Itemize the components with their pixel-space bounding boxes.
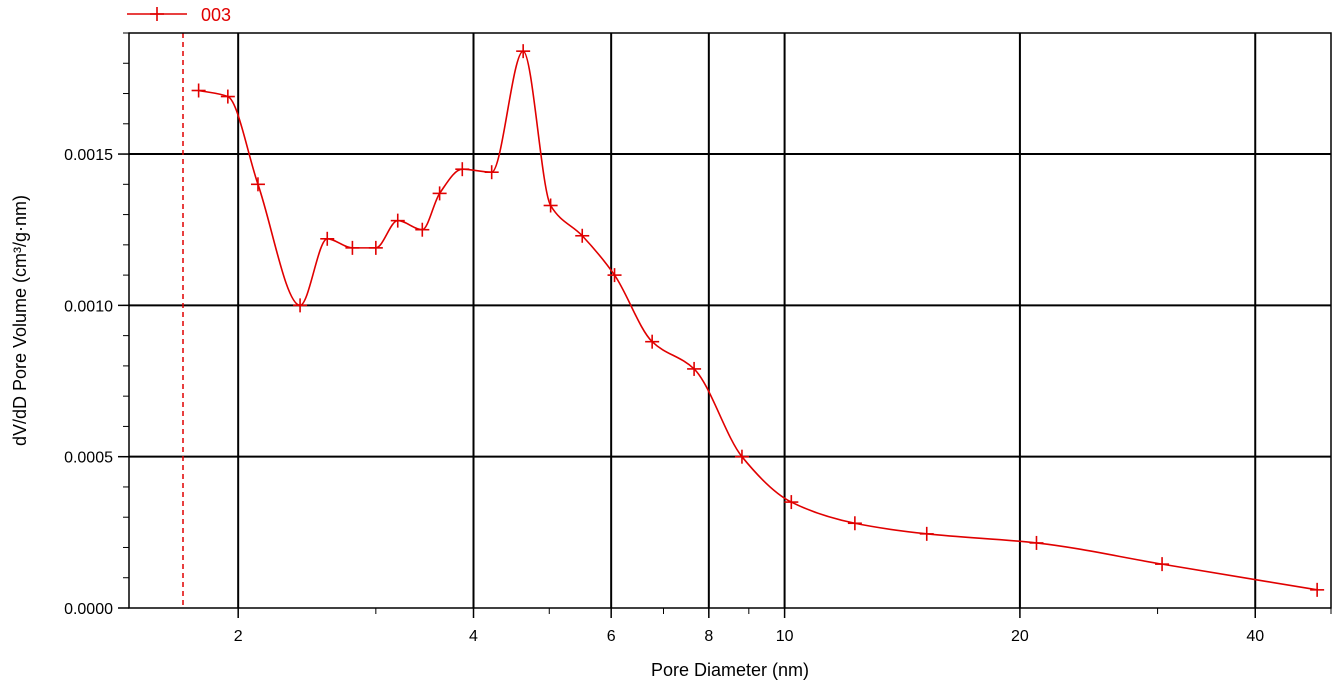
x-tick-label: 4	[469, 628, 478, 645]
x-tick-label: 40	[1246, 628, 1264, 645]
data-point-marker	[320, 231, 335, 246]
data-point-marker	[543, 198, 558, 213]
data-point-marker	[1310, 582, 1325, 597]
data-point-marker	[1155, 557, 1170, 572]
x-axis-title: Pore Diameter (nm)	[651, 660, 809, 680]
data-point-marker	[293, 298, 308, 313]
data-point-marker	[734, 449, 749, 464]
legend-label: 003	[201, 5, 231, 25]
x-tick-label: 8	[704, 628, 713, 645]
data-point-marker	[645, 334, 660, 349]
data-point-marker	[919, 526, 934, 541]
axes: 2 4 6 8 10 20 40 0.0000 0.0005 0.0010 0.0015	[64, 32, 1332, 645]
data-point-marker	[687, 361, 702, 376]
series-line	[198, 50, 1318, 591]
x-tick-label: 2	[234, 628, 243, 645]
x-tick-label: 20	[1011, 628, 1029, 645]
data-point-marker	[847, 516, 862, 531]
y-tick-label: 0.0015	[64, 147, 113, 164]
x-tick-label: 10	[776, 628, 794, 645]
data-point-marker	[415, 222, 430, 237]
x-tick-label: 6	[607, 628, 616, 645]
y-axis-title: dV/dD Pore Volume (cm³/g·nm)	[10, 195, 30, 446]
y-tick-label: 0.0000	[64, 601, 113, 618]
data-point-marker	[484, 165, 499, 180]
data-point-marker	[516, 44, 531, 59]
grid-lines	[129, 33, 1331, 608]
data-point-marker	[432, 186, 447, 201]
data-point-marker	[250, 177, 265, 192]
data-point-marker	[1029, 535, 1044, 550]
y-tick-label: 0.0010	[64, 298, 113, 315]
data-point-marker	[784, 495, 799, 510]
y-tick-label: 0.0005	[64, 450, 113, 467]
data-point-marker	[368, 240, 383, 255]
data-point-marker	[607, 268, 622, 283]
data-point-marker	[455, 162, 470, 177]
data-point-marker	[575, 228, 590, 243]
legend: 003	[127, 5, 231, 25]
data-point-marker	[191, 83, 206, 98]
data-point-marker	[390, 213, 405, 228]
plot-frame	[128, 32, 1332, 609]
data-point-marker	[220, 89, 235, 104]
data-point-marker	[345, 240, 360, 255]
series-group	[191, 44, 1325, 597]
